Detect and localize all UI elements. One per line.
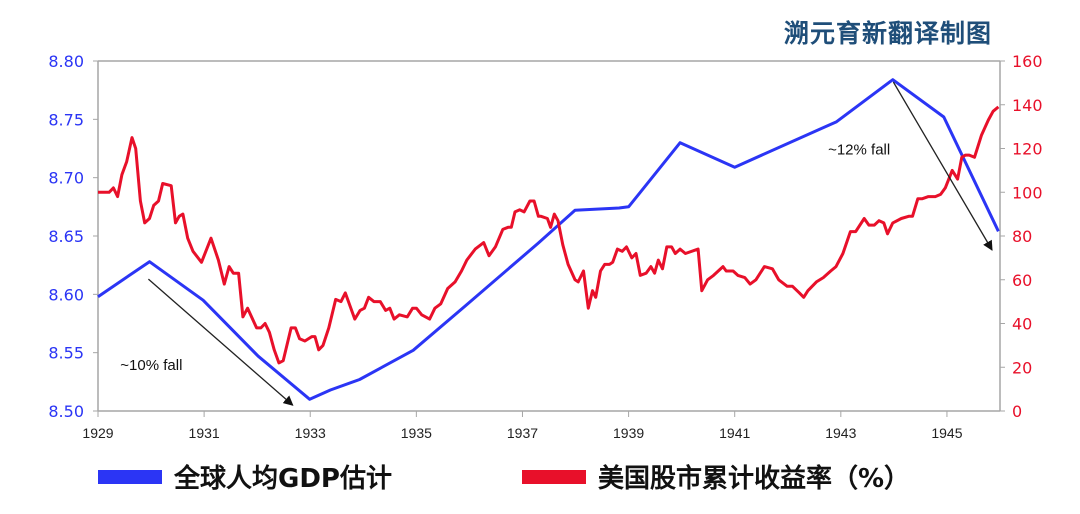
x-tick-label: 1943	[825, 425, 856, 441]
right-tick-label: 80	[1012, 227, 1032, 246]
right-tick-label: 160	[1012, 52, 1043, 71]
right-tick-label: 0	[1012, 402, 1022, 421]
x-tick-label: 1941	[719, 425, 750, 441]
gdp-series-line	[97, 78, 1000, 401]
legend-item-stocks: 美国股市累计收益率（%）	[522, 458, 910, 495]
right-tick-label: 60	[1012, 271, 1032, 290]
right-tick-label: 20	[1012, 358, 1032, 377]
x-tick-label: 1933	[295, 425, 326, 441]
x-tick-label: 1935	[401, 425, 432, 441]
annotation-label: ~12% fall	[828, 141, 890, 158]
x-tick-label: 1931	[189, 425, 220, 441]
legend-label-stocks: 美国股市累计收益率（%）	[598, 464, 911, 494]
left-tick-label: 8.75	[48, 110, 84, 129]
right-tick-label: 120	[1012, 140, 1043, 159]
x-tick-label: 1937	[507, 425, 538, 441]
annotation-label: ~10% fall	[120, 357, 182, 374]
legend-label-gdp: 全球人均GDP估计	[174, 464, 392, 494]
left-tick-label: 8.55	[48, 344, 84, 363]
x-tick-label: 1929	[82, 425, 113, 441]
left-tick-label: 8.65	[48, 227, 84, 246]
left-tick-label: 8.70	[48, 169, 84, 188]
left-tick-label: 8.50	[48, 402, 84, 421]
left-tick-label: 8.60	[48, 285, 84, 304]
left-tick-label: 8.80	[48, 52, 84, 71]
legend-swatch-stocks	[522, 469, 586, 484]
annotation-arrow	[892, 81, 993, 251]
stock-return-series-line	[98, 105, 1000, 365]
x-tick-label: 1939	[613, 425, 644, 441]
right-tick-label: 100	[1012, 183, 1043, 202]
right-tick-label: 40	[1012, 315, 1032, 334]
chart-title-watermark: 溯元育新翻译制图	[783, 19, 992, 48]
legend-swatch-gdp	[98, 469, 162, 484]
x-tick-label: 1945	[931, 425, 962, 441]
annotation-arrow	[147, 278, 294, 406]
right-tick-label: 140	[1012, 96, 1043, 115]
legend-item-gdp: 全球人均GDP估计	[98, 458, 392, 495]
